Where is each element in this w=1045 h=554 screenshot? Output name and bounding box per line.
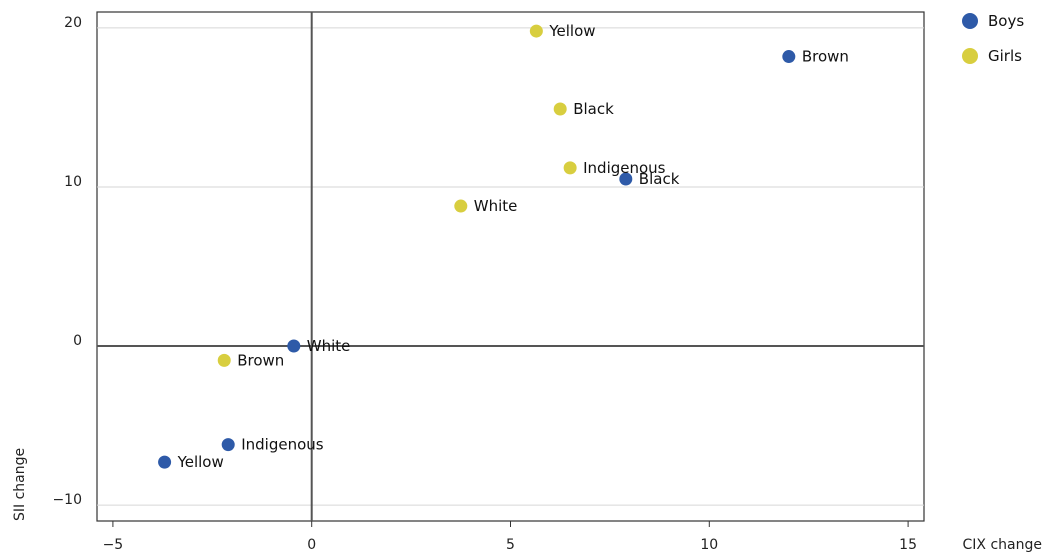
data-points: Brown Black White Indigenous Yellow Yellow Bla… — [158, 22, 849, 471]
point-marker — [454, 199, 468, 213]
legend-item: Boys — [962, 12, 1024, 30]
legend-label: Boys — [988, 12, 1024, 30]
point-label: Black — [573, 100, 614, 118]
y-tick-label: 10 — [64, 174, 82, 190]
data-point: Brown — [217, 351, 284, 369]
gridlines — [97, 27, 924, 506]
point-marker — [217, 353, 231, 367]
data-point: Black — [553, 100, 614, 118]
point-label: Black — [639, 170, 680, 188]
data-point: Yellow — [529, 22, 596, 40]
point-label: Yellow — [548, 22, 595, 40]
data-point: Indigenous — [563, 159, 666, 177]
x-axis-ticks: −5 0 5 10 15 — [103, 521, 917, 553]
point-label: Brown — [802, 48, 849, 66]
point-marker — [619, 172, 633, 186]
point-label: Indigenous — [583, 159, 666, 177]
x-tick-label: 5 — [506, 537, 515, 553]
legend-item: Girls — [962, 47, 1022, 65]
point-label: Yellow — [177, 453, 224, 471]
point-label: Brown — [237, 351, 284, 369]
data-point: Yellow — [158, 453, 224, 471]
data-point: White — [454, 197, 517, 215]
x-tick-label: −5 — [103, 537, 124, 553]
point-label: White — [307, 337, 351, 355]
point-marker — [221, 438, 235, 452]
point-label: Indigenous — [241, 436, 324, 454]
data-point: Indigenous — [221, 436, 324, 454]
point-marker — [782, 50, 796, 64]
legend-label: Girls — [988, 47, 1022, 65]
x-tick-label: 0 — [307, 537, 316, 553]
y-axis-ticks: −10 0 10 20 — [52, 15, 82, 508]
point-marker — [563, 161, 577, 175]
x-tick-label: 15 — [899, 537, 917, 553]
y-tick-label: 0 — [73, 333, 82, 349]
y-axis-title: SII change — [12, 448, 28, 521]
point-marker — [553, 102, 567, 116]
plot-frame — [96, 11, 925, 522]
legend-swatch — [962, 48, 978, 64]
legend: Boys Girls — [962, 12, 1024, 65]
zero-lines — [97, 12, 924, 521]
legend-swatch — [962, 13, 978, 29]
point-marker — [158, 455, 172, 469]
y-tick-label: 20 — [64, 15, 82, 31]
x-axis-title: CIX change — [963, 537, 1042, 553]
x-tick-label: 10 — [700, 537, 718, 553]
data-point: White — [287, 337, 350, 355]
point-marker — [287, 339, 301, 353]
y-tick-label: −10 — [52, 492, 82, 508]
data-point: Brown — [782, 48, 849, 66]
point-label: White — [474, 197, 518, 215]
data-point: Black — [619, 170, 680, 188]
point-marker — [529, 24, 543, 38]
